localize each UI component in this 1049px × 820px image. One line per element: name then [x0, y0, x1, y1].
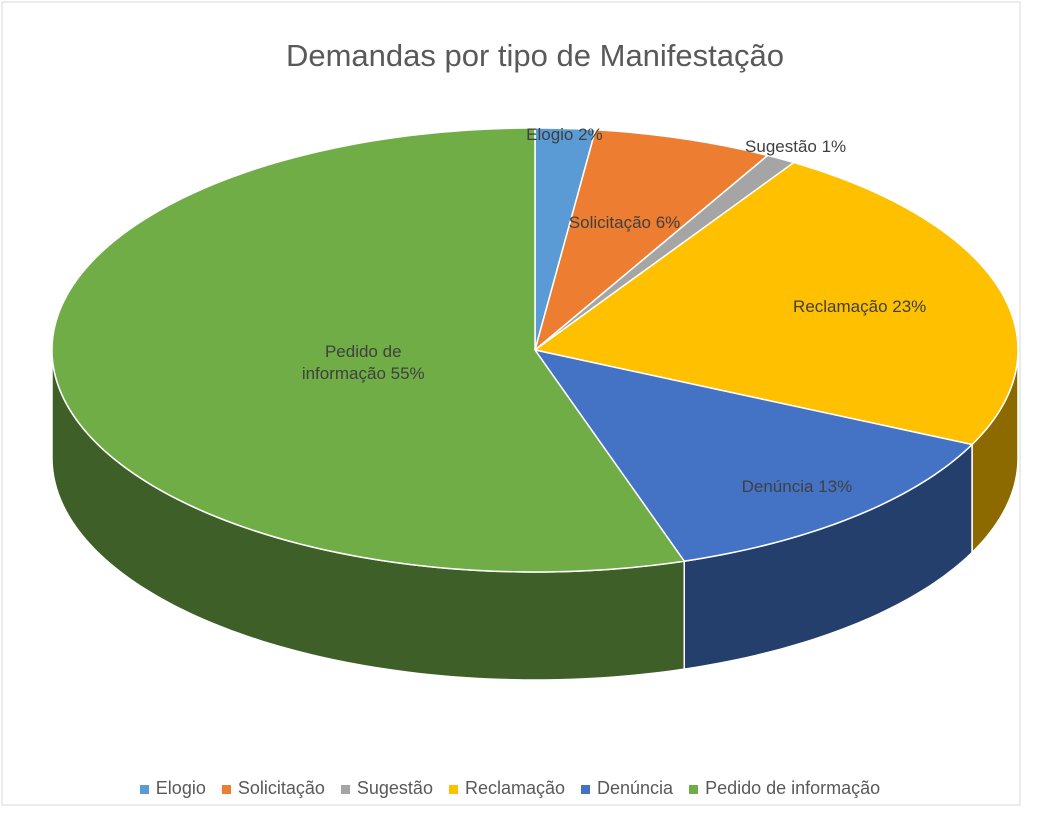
chart-title: Demandas por tipo de Manifestação: [286, 38, 784, 73]
legend-swatch: [340, 784, 350, 794]
slice: [533, 128, 770, 353]
legend-label: Sugestão: [356, 778, 433, 798]
legend-label: Solicitação: [237, 778, 325, 798]
legend-swatch: [139, 784, 149, 794]
legend-item: Elogio: [139, 778, 206, 799]
data-label: Reclamação 23%: [793, 296, 927, 316]
legend-label: Elogio: [155, 778, 206, 798]
legend-item: Solicitação: [221, 778, 325, 799]
slice: [533, 161, 1019, 446]
legend-item: Reclamação: [448, 778, 565, 799]
legend-label: Reclamação: [464, 778, 565, 798]
legend-item: Sugestão: [340, 778, 433, 799]
legend-swatch: [581, 784, 590, 794]
legend-label: Pedido de informação: [705, 778, 881, 798]
legend-item: Denúncia: [581, 778, 673, 799]
slice: [533, 348, 974, 562]
legend-label: Denúncia: [597, 778, 674, 798]
legend-swatch: [221, 784, 231, 794]
legend-swatch: [689, 784, 699, 794]
data-label: Solicitação 6%: [568, 213, 681, 233]
legend-item: Pedido de informação: [689, 778, 880, 799]
data-label: Pedido de informação 55%: [301, 341, 425, 383]
data-label: Elogio 2%: [526, 125, 603, 145]
slice: [51, 127, 686, 573]
data-label: Denúncia 13%: [741, 476, 853, 496]
legend-swatch: [448, 784, 458, 794]
legend: Elogio Solicitação Sugestão Reclamação Denún…: [0, 778, 1020, 799]
data-label: Sugestão 1%: [745, 137, 847, 157]
